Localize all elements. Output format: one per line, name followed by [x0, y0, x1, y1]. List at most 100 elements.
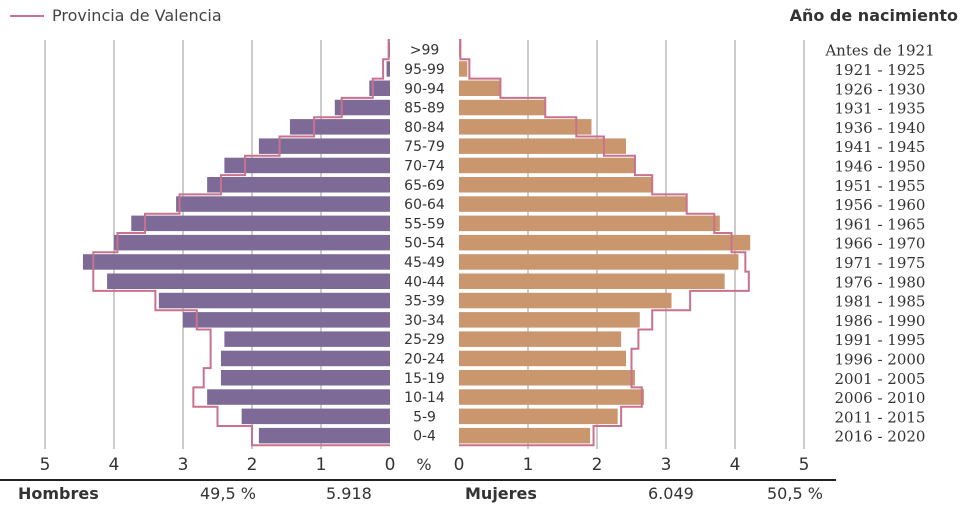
birth-year-label: 1926 - 1930	[835, 80, 926, 98]
birth-year-label: 2011 - 2015	[835, 408, 926, 426]
birth-year-label: 1976 - 1980	[835, 273, 926, 291]
men-label: Hombres	[18, 484, 99, 503]
bar-men	[114, 234, 390, 251]
bar-women	[459, 292, 672, 309]
birth-year-label: 1951 - 1955	[835, 177, 926, 195]
bar-men	[207, 389, 390, 405]
legend-line-swatch	[10, 14, 44, 17]
age-group-label: 60-64	[404, 197, 445, 213]
men-percentage: 49,5 %	[200, 484, 256, 503]
bar-women	[459, 61, 468, 77]
birth-year-label: 1981 - 1985	[835, 293, 926, 311]
bar-women	[459, 408, 618, 425]
bar-men	[176, 196, 390, 212]
bar-women	[459, 254, 739, 270]
age-group-label: 30-34	[404, 313, 445, 329]
bar-men	[82, 254, 390, 270]
bar-men	[220, 370, 390, 386]
province-outline-men	[92, 39, 390, 447]
birth-year-label: 1921 - 1925	[835, 61, 926, 79]
birth-year-label: Antes de 1921	[824, 42, 934, 60]
legend-label: Provincia de Valencia	[52, 6, 222, 25]
age-group-label: 25-29	[404, 332, 445, 348]
age-group-label: 80-84	[404, 120, 445, 136]
age-group-label: 55-59	[404, 216, 445, 232]
birth-year-label: 1956 - 1960	[835, 196, 926, 214]
legend: Provincia de Valencia	[10, 6, 222, 25]
age-group-label: 40-44	[404, 274, 445, 290]
age-group-label: 50-54	[404, 236, 445, 252]
bar-men	[369, 80, 390, 96]
x-tick-label-men: 2	[247, 455, 258, 475]
percent-unit-label: %	[416, 455, 431, 474]
birth-year-label: 1936 - 1940	[835, 119, 926, 137]
bar-women	[459, 389, 644, 405]
bar-women	[459, 196, 687, 212]
bar-women	[459, 370, 635, 386]
bar-women	[459, 215, 720, 232]
women-label: Mujeres	[465, 484, 537, 503]
age-group-label: 5-9	[413, 409, 436, 425]
bar-men	[183, 312, 390, 328]
age-group-label: 45-49	[404, 255, 445, 271]
birth-year-label: 1971 - 1975	[835, 254, 926, 272]
bar-women	[459, 273, 725, 289]
birth-year-label: 1946 - 1950	[835, 157, 926, 175]
bar-women	[459, 427, 591, 444]
bar-men	[289, 119, 390, 135]
birth-year-label: 2016 - 2020	[835, 428, 926, 446]
bar-women	[459, 350, 626, 367]
birth-year-label: 1931 - 1935	[835, 100, 926, 118]
bar-women	[459, 119, 592, 135]
x-tick-label-men: 3	[178, 455, 189, 475]
bar-men	[258, 427, 390, 444]
age-group-label: 65-69	[404, 178, 445, 194]
bar-men	[158, 292, 390, 309]
x-tick-label-women: 5	[799, 455, 810, 475]
footer-divider	[0, 479, 836, 481]
x-tick-label-women: 3	[661, 455, 672, 475]
age-group-label: 90-94	[404, 81, 445, 97]
bar-men	[224, 157, 390, 174]
bar-men	[258, 138, 390, 154]
x-tick-label-men: 5	[40, 455, 51, 475]
x-tick-label-women: 2	[592, 455, 603, 475]
x-tick-label-men: 0	[385, 455, 396, 475]
bar-men	[207, 177, 390, 193]
age-group-label: 85-89	[404, 101, 445, 117]
bar-women	[459, 312, 640, 328]
age-group-label: 75-79	[404, 139, 445, 155]
bar-men	[334, 99, 390, 116]
bar-men	[131, 215, 390, 232]
bar-men	[220, 350, 390, 367]
age-group-label: 0-4	[413, 429, 436, 445]
bar-men	[107, 273, 390, 289]
women-percentage: 50,5 %	[767, 484, 823, 503]
bar-women	[459, 177, 653, 193]
birth-year-label: 1991 - 1995	[835, 331, 926, 349]
bar-men	[241, 408, 390, 425]
age-group-label: 15-19	[404, 371, 445, 387]
age-group-label: 70-74	[404, 158, 445, 174]
birth-year-label: 2006 - 2010	[835, 389, 926, 407]
x-tick-label-men: 1	[316, 455, 327, 475]
x-tick-label-men: 4	[109, 455, 120, 475]
bar-women	[459, 138, 626, 154]
age-group-label: 20-24	[404, 351, 445, 367]
birth-year-label: 2001 - 2005	[835, 370, 926, 388]
men-count: 5.918	[326, 484, 372, 503]
bar-women	[459, 80, 501, 96]
bar-women	[459, 99, 546, 116]
birth-year-label: 1986 - 1990	[835, 312, 926, 330]
birth-year-label: 1961 - 1965	[835, 215, 926, 233]
bar-women	[459, 157, 635, 174]
women-count: 6.049	[648, 484, 694, 503]
bar-men	[224, 331, 390, 347]
bar-women	[459, 331, 622, 347]
birth-year-label: 1996 - 2000	[835, 350, 926, 368]
bar-men	[386, 61, 390, 77]
age-group-label: 10-14	[404, 390, 445, 406]
age-group-label: 35-39	[404, 294, 445, 310]
x-tick-label-women: 4	[730, 455, 741, 475]
